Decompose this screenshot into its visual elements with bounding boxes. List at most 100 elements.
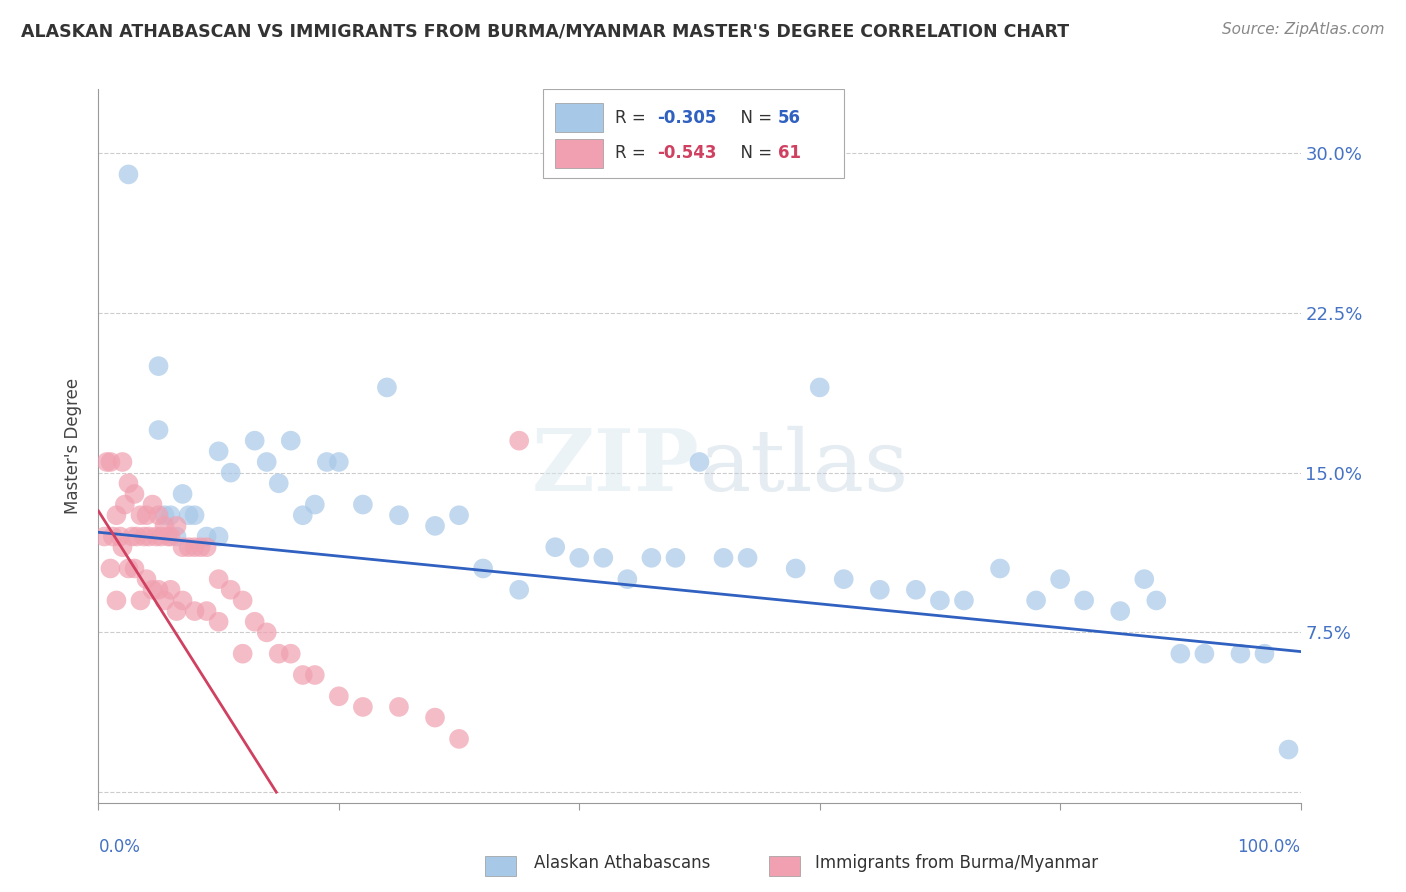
Point [135,572,157,586]
Point [100,455,122,469]
Point [172,593,194,607]
Point [1144,593,1167,607]
Point [129,593,152,607]
Point [904,582,927,597]
Point [166,519,188,533]
Point [195,529,218,543]
Text: 61: 61 [778,145,800,162]
Point [1025,593,1047,607]
Point [111,540,134,554]
Text: ZIP: ZIP [531,425,700,509]
Point [148,423,170,437]
Point [135,508,157,523]
Bar [555,139,603,168]
Point [256,625,278,640]
Bar [555,103,603,132]
Point [111,455,134,469]
Point [219,582,242,597]
Point [1277,742,1299,756]
Point [208,529,231,543]
Point [315,455,337,469]
Point [124,561,146,575]
Bar [543,89,844,178]
Text: R =: R = [616,145,651,162]
Point [1133,572,1156,586]
Point [256,455,278,469]
Point [108,529,131,543]
Point [148,508,170,523]
Point [544,540,567,554]
Point [988,561,1011,575]
Point [447,731,470,746]
Text: N =: N = [730,145,778,162]
Point [177,540,200,554]
Point [145,529,167,543]
Point [141,498,163,512]
Point [195,540,218,554]
Point [869,582,891,597]
Point [508,582,530,597]
Point [141,582,163,597]
Point [148,359,170,373]
Point [375,380,398,394]
Point [592,550,614,565]
Point [125,529,148,543]
Text: 0.0%: 0.0% [98,838,141,855]
Point [328,690,350,704]
Point [208,615,231,629]
Point [447,508,470,523]
Point [105,508,128,523]
Point [267,476,290,491]
Point [472,561,495,575]
Point [159,529,181,543]
Point [159,508,181,523]
Point [737,550,759,565]
Point [304,498,326,512]
Point [117,561,139,575]
Text: Immigrants from Burma/Myanmar: Immigrants from Burma/Myanmar [815,855,1098,872]
Point [1170,647,1192,661]
Point [1194,647,1216,661]
Point [208,572,231,586]
Point [953,593,976,607]
Point [808,380,831,394]
Point [153,519,176,533]
Point [328,455,350,469]
Point [138,529,160,543]
Point [640,550,662,565]
Point [568,550,591,565]
Point [93,529,115,543]
Point [121,529,143,543]
Text: Alaskan Athabascans: Alaskan Athabascans [534,855,710,872]
Text: 100.0%: 100.0% [1237,838,1301,855]
Point [105,593,128,607]
Point [616,572,638,586]
Point [304,668,326,682]
Point [1253,647,1275,661]
Point [232,647,254,661]
Point [129,508,152,523]
Point [153,508,176,523]
Point [183,604,205,618]
Text: N =: N = [730,109,778,127]
Point [352,498,374,512]
Point [208,444,231,458]
Point [423,519,446,533]
Point [1073,593,1095,607]
Point [291,508,314,523]
Y-axis label: Master's Degree: Master's Degree [65,378,83,514]
Point [267,647,290,661]
Point [148,582,170,597]
Text: ALASKAN ATHABASCAN VS IMMIGRANTS FROM BURMA/MYANMAR MASTER'S DEGREE CORRELATION : ALASKAN ATHABASCAN VS IMMIGRANTS FROM BU… [21,22,1069,40]
Point [100,561,122,575]
Point [388,700,411,714]
Point [117,476,139,491]
Point [664,550,686,565]
Point [159,582,181,597]
Point [183,508,205,523]
Point [153,593,176,607]
Point [177,508,200,523]
Point [114,498,136,512]
Point [124,487,146,501]
Point [195,604,218,618]
